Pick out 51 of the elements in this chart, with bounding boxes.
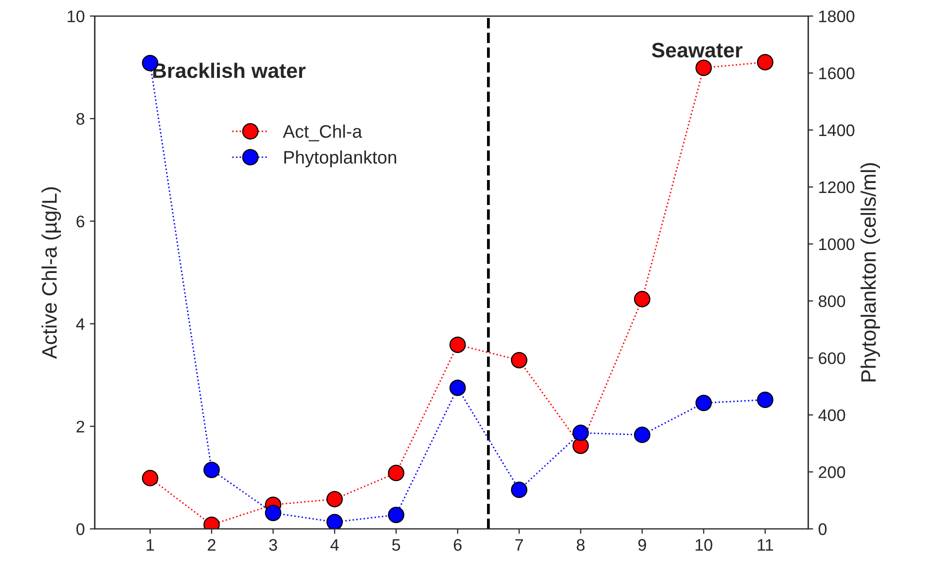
y2-tick-label: 800 [818, 295, 846, 308]
y2-tick-label: 1600 [819, 67, 854, 80]
point [634, 290, 650, 308]
y-tick-label: 8 [76, 113, 84, 125]
point [756, 54, 774, 70]
y-tick-label: 6 [76, 216, 84, 228]
point [756, 392, 774, 408]
x-tick-label: 6 [454, 539, 462, 551]
y2-tick-label: 600 [818, 352, 846, 364]
x-tick-label: 4 [330, 539, 339, 551]
point [388, 464, 404, 482]
point [510, 482, 528, 498]
annotation: Seawater [652, 42, 742, 58]
point [203, 462, 220, 478]
y-tick-label: 10 [68, 10, 84, 22]
point [695, 60, 712, 76]
y-tick-label: 0 [76, 523, 84, 536]
y2-tick-label: 1400 [819, 124, 854, 136]
x-tick-label: 10 [696, 539, 712, 551]
x-tick-label: 2 [208, 539, 216, 551]
y2-tick-label: 200 [818, 466, 846, 478]
y-axis-title: Active Chl-a (µg/L) [42, 187, 61, 359]
x-tick-label: 3 [269, 539, 278, 551]
y2-tick-label: 1000 [819, 238, 854, 250]
x-tick-label: 8 [576, 539, 585, 551]
y2-tick-label: 400 [818, 409, 846, 422]
x-tick-label: 9 [638, 539, 646, 551]
annotation: Bracklish water [153, 62, 306, 78]
point [695, 394, 712, 412]
y2-axis-title: Phytoplankton (cells/ml) [860, 163, 880, 382]
point [326, 490, 343, 508]
x-tick-label: 1 [146, 539, 154, 551]
x-tick-label: 5 [392, 539, 400, 551]
point [264, 504, 282, 522]
x-tick-label: 7 [515, 539, 523, 551]
y-tick-label: 4 [76, 318, 85, 330]
y2-tick-label: 1200 [819, 181, 854, 194]
point [510, 352, 528, 368]
point [142, 470, 158, 486]
x-tick-label: 11 [758, 539, 774, 551]
y-tick-label: 2 [76, 420, 84, 432]
legend-label: Act_Chl-a [282, 124, 362, 142]
point [572, 424, 589, 442]
point [634, 426, 650, 444]
point [326, 514, 343, 529]
point [449, 336, 466, 353]
point [388, 506, 404, 524]
y2-tick-label: 0 [818, 523, 827, 536]
legend-label: Phytoplankton [284, 150, 396, 168]
point [449, 380, 466, 396]
y2-tick-label: 1800 [819, 10, 854, 22]
